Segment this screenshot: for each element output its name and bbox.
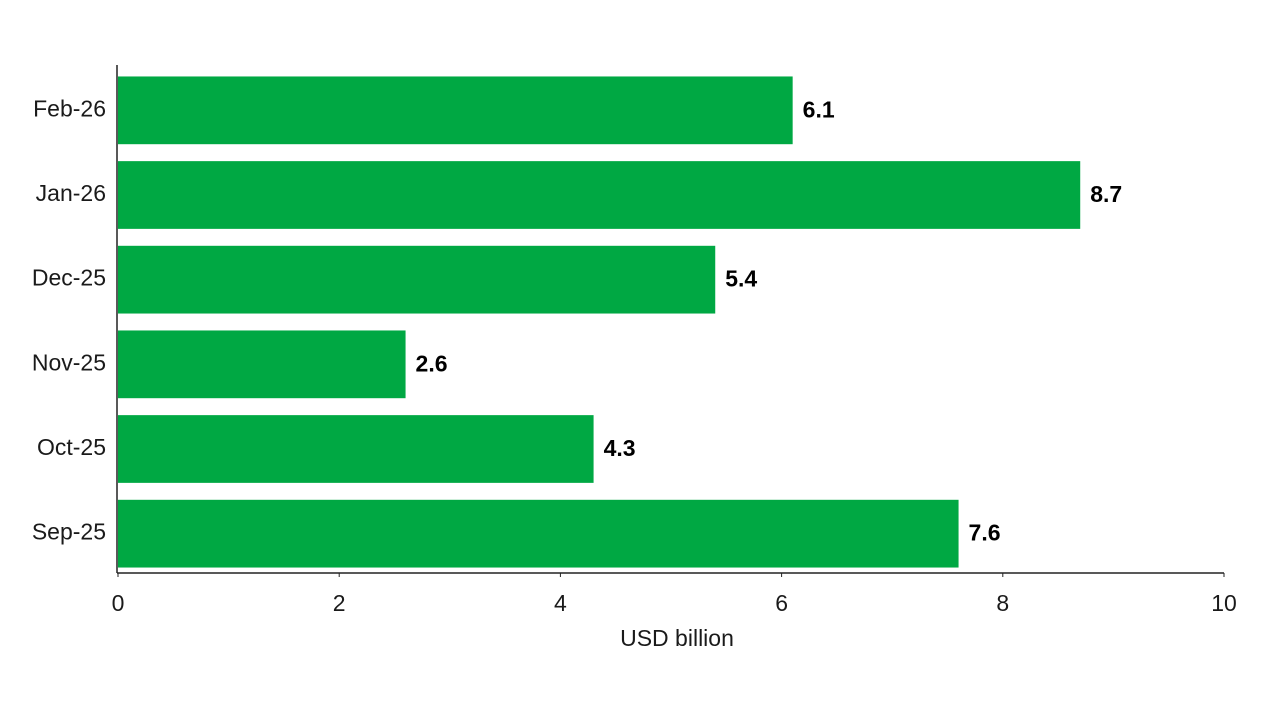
y-tick-label: Jan-26 (36, 180, 106, 206)
x-tick-label: 10 (1211, 590, 1237, 616)
value-label: 2.6 (416, 350, 448, 376)
x-tick-label: 4 (554, 590, 567, 616)
bar (118, 415, 594, 483)
y-tick-label: Feb-26 (33, 95, 106, 121)
x-tick-label: 8 (996, 590, 1009, 616)
value-label: 8.7 (1090, 181, 1122, 207)
value-label: 4.3 (604, 435, 636, 461)
x-tick-label: 6 (775, 590, 788, 616)
bar (118, 499, 959, 568)
y-tick-label: Sep-25 (32, 519, 106, 545)
value-label: 7.6 (969, 520, 1001, 546)
value-label: 6.1 (803, 96, 835, 122)
x-tick-label: 0 (112, 590, 125, 616)
y-tick-label: Nov-25 (32, 349, 106, 375)
y-tick-label: Dec-25 (32, 265, 106, 291)
value-label: 5.4 (725, 266, 757, 292)
bar (118, 330, 406, 399)
bar (118, 76, 793, 145)
y-tick-label: Oct-25 (37, 434, 106, 460)
bar (118, 161, 1081, 229)
x-tick-label: 2 (333, 590, 346, 616)
bar (118, 245, 716, 314)
x-axis-title: USD billion (620, 625, 734, 651)
